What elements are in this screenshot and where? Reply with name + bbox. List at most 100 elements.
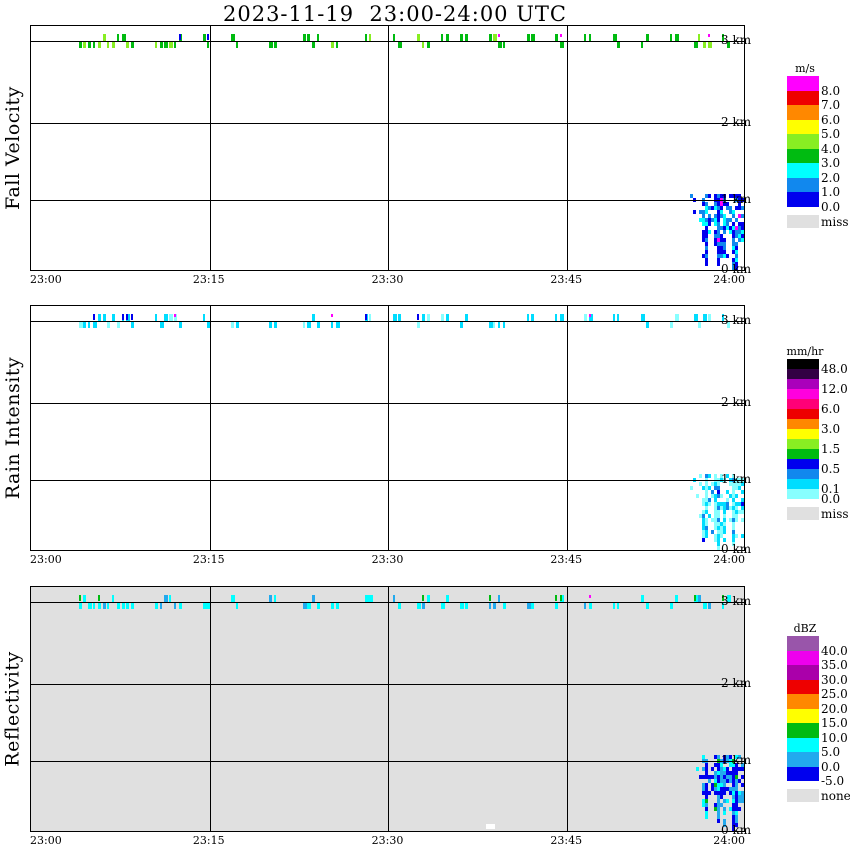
colorbar-strip xyxy=(787,76,819,207)
page-title: 2023-11-19 23:00-24:00 UTC xyxy=(222,2,567,26)
gridline-3km xyxy=(31,321,744,322)
colorbar-swatch xyxy=(787,708,819,723)
y-tick-label: 1 km xyxy=(721,472,752,486)
colorbar-tick-label: 6.0 xyxy=(821,112,841,127)
panel-fall-velocity xyxy=(30,25,745,271)
colorbar-missing-swatch xyxy=(787,507,819,520)
colorbar-swatch xyxy=(787,665,819,680)
colorbar-swatch xyxy=(787,429,819,439)
colorbar-unit-label: dBZ xyxy=(793,622,817,635)
colorbar-strip xyxy=(787,359,819,499)
colorbar-tick-label: 3.0 xyxy=(821,422,841,436)
gridline-1km xyxy=(31,761,744,762)
panel-title-reflectivity-label: Reflectivity xyxy=(2,651,24,767)
y-tick-label: 2 km xyxy=(721,115,752,129)
colorbar-reflectivity: dBZ 40.0 35.0 30.0 25.0 20.0 15.0 10.0 5.0 0.0 -5.… xyxy=(782,622,850,817)
y-tick-label: 2 km xyxy=(721,395,752,409)
colorbar-swatch xyxy=(787,369,819,379)
colorbar-swatch xyxy=(787,399,819,409)
colorbar-tick-label: 6.0 xyxy=(821,402,841,416)
gridline-2km xyxy=(31,684,744,685)
colorbar-tick-label: 1.0 xyxy=(821,185,841,199)
colorbar-swatch xyxy=(787,148,819,163)
y-tick-label: 3 km xyxy=(721,33,752,47)
colorbar-tick-label: 7.0 xyxy=(821,98,841,112)
panel-title-fall-velocity: Fall Velocity xyxy=(0,25,26,271)
colorbar-swatch xyxy=(787,119,819,134)
gridline-2km xyxy=(31,403,744,404)
panel-title-fall-velocity-label: Fall Velocity xyxy=(2,86,24,210)
colorbar-tick-label: 48.0 xyxy=(821,362,848,376)
colorbar-tick-label: 1.5 xyxy=(821,442,841,456)
x-tick-label: 23:30 xyxy=(371,553,404,566)
y-tick-label: 3 km xyxy=(721,594,752,608)
colorbar-swatch xyxy=(787,766,819,781)
y-tick-label: 3 km xyxy=(721,313,752,327)
colorbar-swatch xyxy=(787,723,819,738)
colorbar-swatch xyxy=(787,449,819,459)
gridline-2330 xyxy=(388,587,389,831)
colorbar-rain-intensity: mm/hr 48.0 12.0 6.0 3.0 1.5 0.5 0.1 0.0 miss xyxy=(782,345,850,535)
colorbar-swatch xyxy=(787,379,819,389)
x-tick-label: 24:00 xyxy=(713,553,745,566)
colorbar-tick-label: 3.0 xyxy=(821,156,841,170)
x-tick-label: 23:00 xyxy=(30,553,62,566)
colorbar-tick-label: -5.0 xyxy=(821,774,845,788)
colorbar-swatch xyxy=(787,192,819,207)
gridline-2330 xyxy=(388,306,389,550)
colorbar-swatch xyxy=(787,419,819,429)
y-tick-label: 0 km xyxy=(721,262,752,276)
x-tick-label: 23:15 xyxy=(192,834,225,847)
colorbar-swatch xyxy=(787,737,819,752)
x-tick-label: 23:30 xyxy=(371,834,404,847)
y-tick-label: 0 km xyxy=(721,542,752,556)
plot-area-fall-velocity[interactable] xyxy=(30,25,745,271)
colorbar-strip xyxy=(787,636,819,781)
colorbar-swatch xyxy=(787,679,819,694)
data-layer-reflectivity xyxy=(31,587,744,831)
colorbar-tick-label: 5.0 xyxy=(821,127,841,141)
colorbar-swatch xyxy=(787,163,819,178)
gridline-2345 xyxy=(567,306,568,550)
colorbar-tick-label: 15.0 xyxy=(821,716,848,730)
y-tick-label: 1 km xyxy=(721,192,752,206)
colorbar-tick-label: 25.0 xyxy=(821,687,848,701)
colorbar-tick-label: 0.0 xyxy=(821,492,841,506)
colorbar-swatch xyxy=(787,694,819,709)
colorbar-swatch xyxy=(787,134,819,149)
colorbar-swatch xyxy=(787,389,819,399)
gridline-2315 xyxy=(210,306,211,550)
x-tick-label: 24:00 xyxy=(713,273,745,286)
colorbar-tick-label: 4.0 xyxy=(821,141,841,156)
gridline-2km xyxy=(31,123,744,124)
x-tick-label: 23:15 xyxy=(192,273,225,286)
plot-area-rain-intensity[interactable] xyxy=(30,305,745,551)
colorbar-swatch xyxy=(787,650,819,665)
colorbar-swatch xyxy=(787,439,819,449)
x-tick-label: 23:00 xyxy=(30,273,62,286)
plot-area-reflectivity[interactable] xyxy=(30,586,745,832)
data-layer-rain-intensity xyxy=(31,306,744,550)
colorbar-swatch xyxy=(787,90,819,105)
colorbar-tick-label: 0.0 xyxy=(821,759,841,774)
colorbar-swatch xyxy=(787,459,819,469)
gridline-3km xyxy=(31,41,744,42)
gridline-2315 xyxy=(210,587,211,831)
colorbar-swatch xyxy=(787,469,819,479)
gridline-1km xyxy=(31,480,744,481)
x-tick-label: 23:30 xyxy=(371,273,404,286)
colorbar-missing-label: none xyxy=(821,789,850,803)
colorbar-missing-label: miss xyxy=(821,507,849,521)
panel-title-rain-intensity-label: Rain Intensity xyxy=(2,356,25,500)
colorbar-tick-label: 2.0 xyxy=(821,170,841,185)
colorbar-tick-label: 0.0 xyxy=(821,199,841,214)
colorbar-swatch xyxy=(787,105,819,120)
x-tick-label: 23:00 xyxy=(30,834,62,847)
colorbar-swatch xyxy=(787,479,819,489)
panel-title-rain-intensity: Rain Intensity xyxy=(0,305,26,551)
colorbar-swatch xyxy=(787,177,819,192)
colorbar-tick-label: 20.0 xyxy=(821,701,848,716)
gridline-2345 xyxy=(567,587,568,831)
gridline-2330 xyxy=(388,26,389,270)
